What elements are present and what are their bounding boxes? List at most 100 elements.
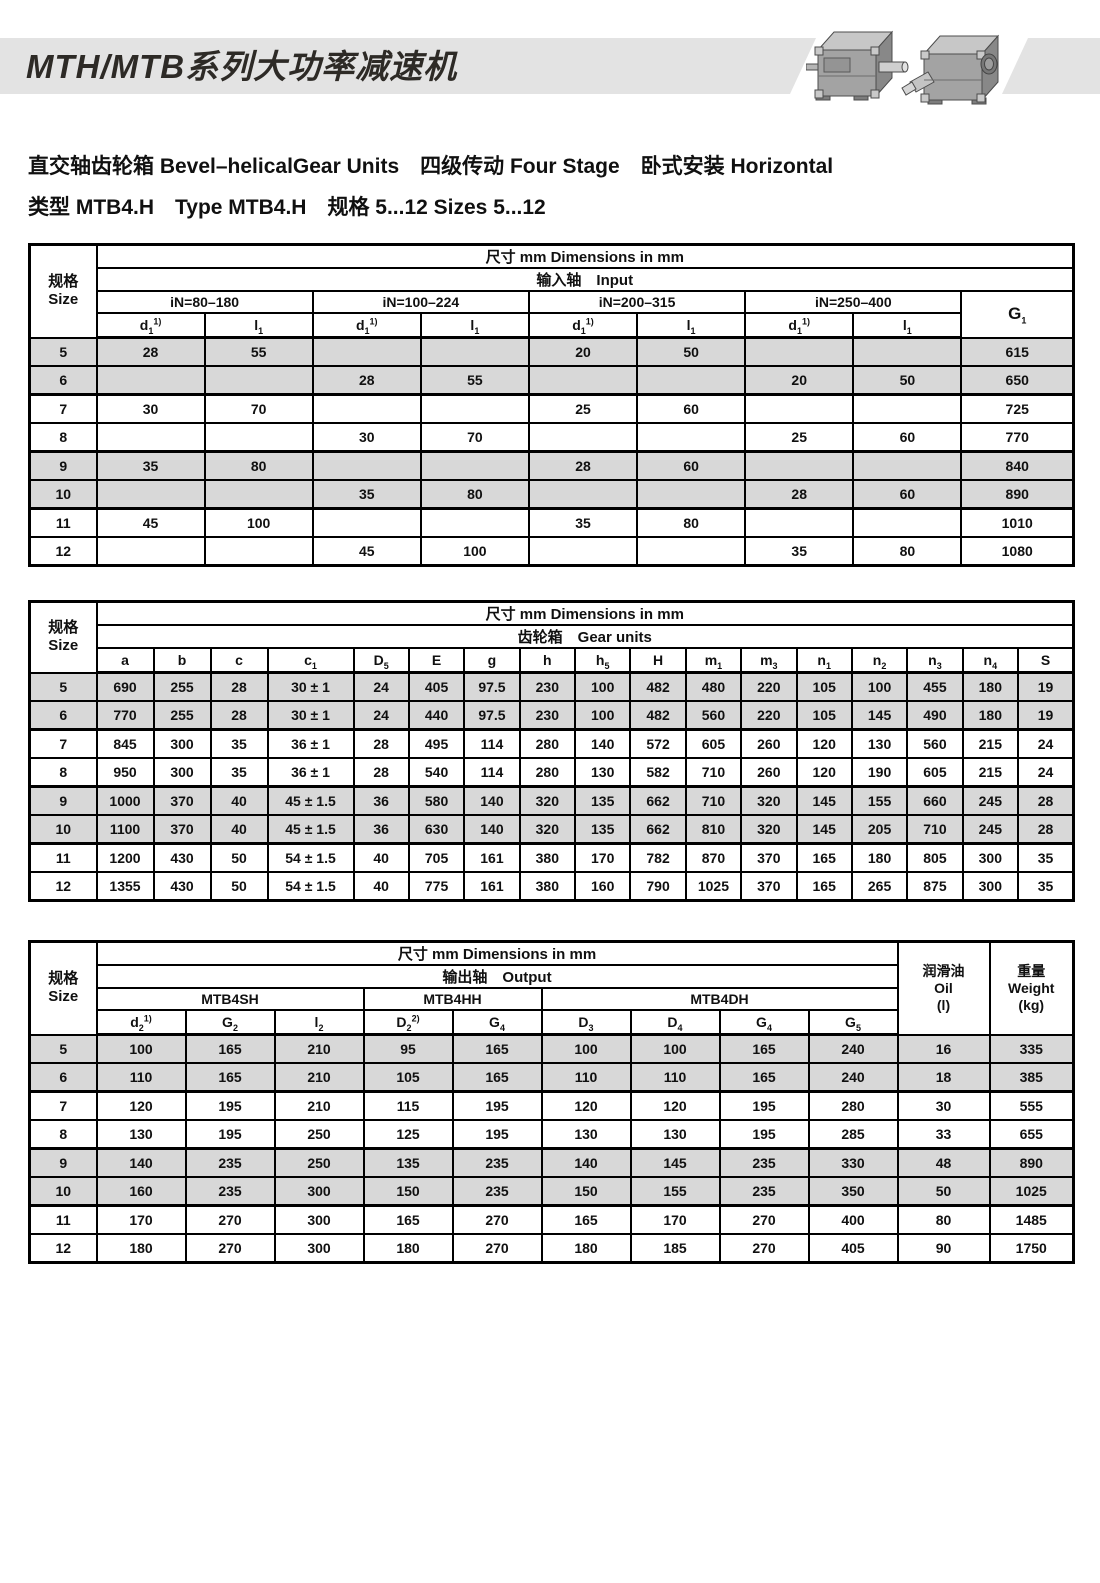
table-row: 8 130 195 250 125 195 130 130 195 285 33 655 bbox=[28, 1119, 1075, 1150]
column-label: h5 bbox=[573, 647, 632, 674]
data-cell: 19 bbox=[1017, 700, 1075, 731]
column-label: d11) bbox=[311, 312, 422, 339]
type-group-mtb4dh: MTB4DH bbox=[540, 987, 899, 1011]
data-cell: 18 bbox=[896, 1062, 991, 1093]
input-shaft-table: 规格 Size 尺寸 mm Dimensions in mm 输入轴 Input… bbox=[28, 243, 1075, 567]
data-cell: 55 bbox=[203, 336, 314, 367]
data-cell: 320 bbox=[740, 814, 798, 845]
data-cell: 180 bbox=[961, 700, 1020, 731]
data-cell: 180 bbox=[540, 1233, 632, 1264]
data-cell: 165 bbox=[451, 1033, 543, 1064]
data-cell: 36 bbox=[352, 785, 410, 816]
weight-column-header: 重量 Weight (kg) bbox=[988, 940, 1075, 1036]
data-cell: 260 bbox=[740, 757, 798, 788]
g1-column-header: G1 bbox=[960, 290, 1075, 339]
column-label: h bbox=[518, 647, 577, 674]
ratio-group-2: iN=100–224 bbox=[311, 290, 530, 314]
data-cell bbox=[419, 336, 530, 367]
row-size: 5 bbox=[28, 671, 98, 702]
data-cell bbox=[636, 365, 747, 396]
data-cell: 60 bbox=[852, 479, 963, 510]
data-cell: 54 ± 1.5 bbox=[266, 842, 355, 873]
data-cell: 54 ± 1.5 bbox=[266, 871, 355, 902]
data-cell: 165 bbox=[184, 1062, 276, 1093]
data-cell: 50 bbox=[852, 365, 963, 396]
data-cell bbox=[203, 365, 314, 396]
table-row: 12 1355 430 50 54 ± 1.5 40 775 161 380 160 790 1025… bbox=[28, 871, 1075, 902]
data-cell: 195 bbox=[451, 1090, 543, 1121]
table-row: 7 845 300 35 36 ± 1 28 495 114 280 140 572 605 260 12… bbox=[28, 728, 1075, 759]
table-row: 7 30 70 25 60 725 bbox=[28, 393, 1075, 424]
row-size: 9 bbox=[28, 1147, 98, 1178]
data-cell: 40 bbox=[209, 814, 269, 845]
column-label: G4 bbox=[718, 1009, 810, 1036]
data-cell bbox=[744, 507, 855, 538]
column-label: D3 bbox=[540, 1009, 632, 1036]
data-cell: 805 bbox=[906, 842, 964, 873]
row-size: 7 bbox=[28, 393, 98, 424]
data-cell: 130 bbox=[629, 1119, 721, 1150]
data-cell: 28 bbox=[95, 336, 206, 367]
data-cell: 235 bbox=[718, 1176, 810, 1207]
data-cell: 790 bbox=[629, 871, 687, 902]
data-cell: 782 bbox=[629, 842, 687, 873]
gearbox-photo-right bbox=[901, 34, 1000, 105]
data-cell: 300 bbox=[273, 1176, 365, 1207]
data-cell: 100 bbox=[629, 1033, 721, 1064]
data-cell: 25 bbox=[527, 393, 639, 424]
data-cell: 135 bbox=[573, 785, 632, 816]
data-cell: 135 bbox=[573, 814, 632, 845]
data-cell: 845 bbox=[95, 728, 155, 759]
size-label-cn: 规格 bbox=[48, 273, 79, 291]
ratio-group-4: iN=250–400 bbox=[744, 290, 963, 314]
data-cell: 185 bbox=[629, 1233, 721, 1264]
data-cell: 50 bbox=[209, 842, 269, 873]
data-cell: 100 bbox=[573, 671, 632, 702]
data-cell bbox=[419, 507, 530, 538]
data-cell: 60 bbox=[636, 450, 747, 481]
table-row: 11 45 100 35 80 1010 bbox=[28, 507, 1075, 538]
data-cell bbox=[527, 365, 639, 396]
column-label: l1 bbox=[636, 312, 747, 339]
data-cell: 50 bbox=[896, 1176, 991, 1207]
column-label: c bbox=[209, 647, 269, 674]
data-cell: 1200 bbox=[95, 842, 155, 873]
column-label: n1 bbox=[795, 647, 853, 674]
column-label: m1 bbox=[684, 647, 743, 674]
column-label: l1 bbox=[852, 312, 963, 339]
data-cell bbox=[852, 450, 963, 481]
row-size: 6 bbox=[28, 1062, 98, 1093]
table-row: 8 30 70 25 60 770 bbox=[28, 422, 1075, 453]
ratio-group-3: iN=200–315 bbox=[527, 290, 747, 314]
data-cell bbox=[744, 450, 855, 481]
data-cell bbox=[311, 393, 422, 424]
data-cell: 605 bbox=[906, 757, 964, 788]
data-cell: 890 bbox=[988, 1147, 1075, 1178]
data-cell: 140 bbox=[95, 1147, 187, 1178]
size-label-cn: 规格 bbox=[48, 970, 79, 988]
column-label: n3 bbox=[906, 647, 964, 674]
section-header-output: 输出轴 Output bbox=[95, 964, 899, 989]
data-cell: 370 bbox=[740, 871, 798, 902]
data-cell: 775 bbox=[407, 871, 466, 902]
table-row: 12 45 100 35 80 1080 bbox=[28, 536, 1075, 567]
data-cell: 235 bbox=[184, 1147, 276, 1178]
data-cell: 770 bbox=[95, 700, 155, 731]
data-cell bbox=[95, 479, 206, 510]
data-cell: 145 bbox=[795, 814, 853, 845]
row-size: 8 bbox=[28, 1119, 98, 1150]
data-cell: 50 bbox=[209, 871, 269, 902]
data-cell: 30 bbox=[896, 1090, 991, 1121]
data-cell bbox=[203, 422, 314, 453]
data-cell: 70 bbox=[203, 393, 314, 424]
output-shaft-table: 规格 Size 尺寸 mm Dimensions in mm 润滑油 Oil (… bbox=[28, 940, 1075, 1264]
table-row: 11 1200 430 50 54 ± 1.5 40 705 161 380 170 782 870 3… bbox=[28, 842, 1075, 873]
data-cell: 235 bbox=[718, 1147, 810, 1178]
data-cell: 45 ± 1.5 bbox=[266, 785, 355, 816]
data-cell: 240 bbox=[807, 1033, 899, 1064]
data-cell: 270 bbox=[184, 1233, 276, 1264]
column-label: n4 bbox=[961, 647, 1020, 674]
data-cell: 662 bbox=[629, 814, 687, 845]
data-cell: 320 bbox=[518, 785, 577, 816]
data-cell: 840 bbox=[960, 450, 1075, 481]
